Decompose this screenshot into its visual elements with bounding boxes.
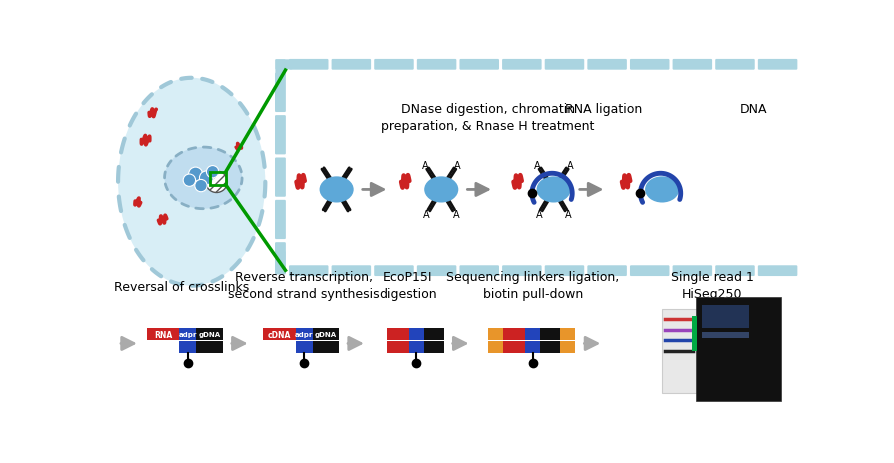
- Ellipse shape: [118, 79, 265, 286]
- FancyBboxPatch shape: [289, 60, 328, 70]
- FancyBboxPatch shape: [374, 60, 413, 70]
- Bar: [147, 328, 179, 341]
- FancyBboxPatch shape: [714, 266, 754, 276]
- FancyBboxPatch shape: [502, 266, 541, 276]
- Bar: [487, 328, 502, 341]
- FancyBboxPatch shape: [459, 60, 499, 70]
- Bar: [702, 332, 748, 338]
- Text: A: A: [452, 210, 459, 220]
- Bar: [692, 317, 696, 351]
- Bar: [386, 341, 409, 354]
- Text: Sequencing linkers ligation,
biotin pull-down: Sequencing linkers ligation, biotin pull…: [445, 270, 619, 300]
- Text: adpr: adpr: [294, 332, 313, 338]
- FancyBboxPatch shape: [331, 266, 371, 276]
- Bar: [502, 328, 525, 341]
- Bar: [263, 328, 295, 341]
- Bar: [540, 341, 560, 354]
- FancyBboxPatch shape: [289, 266, 328, 276]
- Circle shape: [183, 175, 196, 187]
- Bar: [525, 328, 540, 341]
- FancyBboxPatch shape: [417, 60, 456, 70]
- Bar: [696, 298, 780, 401]
- Circle shape: [206, 172, 227, 193]
- FancyBboxPatch shape: [502, 60, 541, 70]
- FancyBboxPatch shape: [714, 60, 754, 70]
- Text: A: A: [564, 210, 571, 220]
- Bar: [424, 341, 443, 354]
- Text: EcoP15I
digestion: EcoP15I digestion: [379, 270, 436, 300]
- FancyBboxPatch shape: [417, 266, 456, 276]
- Text: adpr: adpr: [179, 332, 197, 338]
- Bar: [424, 328, 443, 341]
- FancyBboxPatch shape: [275, 251, 285, 267]
- Bar: [540, 328, 560, 341]
- Bar: [179, 341, 196, 354]
- Text: Single read 1
HiSeq250: Single read 1 HiSeq250: [670, 270, 753, 300]
- Bar: [409, 328, 424, 341]
- FancyBboxPatch shape: [274, 243, 285, 275]
- Ellipse shape: [645, 177, 679, 203]
- Text: A: A: [535, 210, 542, 220]
- FancyBboxPatch shape: [331, 60, 371, 70]
- Bar: [312, 328, 339, 341]
- Text: DNA: DNA: [738, 103, 766, 116]
- FancyBboxPatch shape: [459, 266, 499, 276]
- Text: gDNA: gDNA: [315, 332, 336, 338]
- Bar: [312, 341, 339, 354]
- Text: A: A: [423, 210, 429, 220]
- Bar: [196, 341, 223, 354]
- Bar: [295, 328, 312, 341]
- FancyBboxPatch shape: [274, 116, 285, 155]
- Text: RNA ligation: RNA ligation: [565, 103, 642, 116]
- Text: RNA: RNA: [154, 330, 172, 339]
- Text: A: A: [534, 160, 540, 170]
- Circle shape: [195, 180, 207, 192]
- Ellipse shape: [536, 177, 570, 203]
- FancyBboxPatch shape: [275, 60, 285, 77]
- FancyBboxPatch shape: [671, 266, 712, 276]
- Text: Reversal of crosslinks: Reversal of crosslinks: [114, 281, 249, 294]
- Text: A: A: [566, 160, 572, 170]
- FancyBboxPatch shape: [586, 60, 626, 70]
- Bar: [702, 305, 748, 328]
- Bar: [560, 328, 575, 341]
- FancyBboxPatch shape: [586, 266, 626, 276]
- Ellipse shape: [319, 177, 353, 203]
- Bar: [487, 341, 502, 354]
- Ellipse shape: [164, 148, 241, 209]
- FancyBboxPatch shape: [274, 200, 285, 239]
- Text: A: A: [421, 160, 428, 170]
- Circle shape: [207, 166, 218, 179]
- Bar: [210, 172, 225, 185]
- Bar: [560, 341, 575, 354]
- Ellipse shape: [424, 177, 458, 203]
- FancyBboxPatch shape: [374, 266, 413, 276]
- Bar: [662, 309, 696, 394]
- Text: gDNA: gDNA: [198, 332, 220, 338]
- FancyBboxPatch shape: [544, 266, 584, 276]
- Circle shape: [189, 168, 202, 181]
- Bar: [295, 341, 312, 354]
- FancyBboxPatch shape: [629, 266, 669, 276]
- Circle shape: [199, 172, 213, 185]
- Text: A: A: [453, 160, 460, 170]
- FancyBboxPatch shape: [757, 60, 797, 70]
- Text: cDNA: cDNA: [267, 330, 291, 339]
- FancyBboxPatch shape: [671, 60, 712, 70]
- Bar: [409, 341, 424, 354]
- FancyBboxPatch shape: [274, 74, 285, 113]
- FancyBboxPatch shape: [629, 60, 669, 70]
- Bar: [502, 341, 525, 354]
- Bar: [179, 328, 196, 341]
- Bar: [386, 328, 409, 341]
- Text: Reverse transcription,
second strand synthesis: Reverse transcription, second strand syn…: [228, 270, 379, 300]
- Bar: [525, 341, 540, 354]
- FancyBboxPatch shape: [275, 60, 292, 70]
- Bar: [196, 328, 223, 341]
- FancyBboxPatch shape: [757, 266, 797, 276]
- FancyBboxPatch shape: [274, 158, 285, 197]
- Text: DNase digestion, chromatin
preparation, & Rnase H treatment: DNase digestion, chromatin preparation, …: [381, 103, 594, 133]
- FancyBboxPatch shape: [544, 60, 584, 70]
